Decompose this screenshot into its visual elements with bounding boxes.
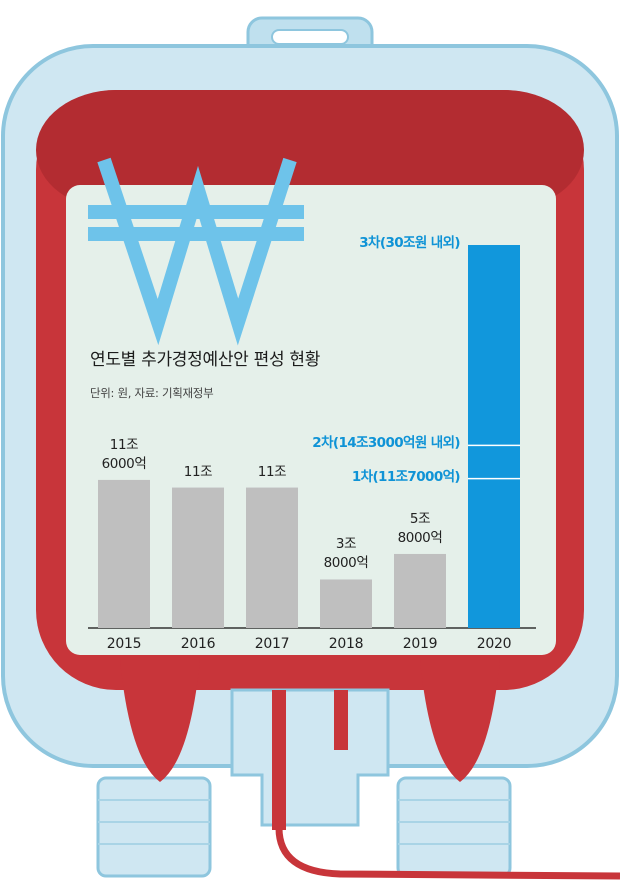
bar-2015 [98, 479, 150, 628]
data-label-2016: 11조 [153, 463, 243, 482]
data-label-line: 11조 [183, 463, 213, 480]
data-label-2019: 5조 8000억 [375, 510, 465, 548]
bag-port-left [96, 776, 212, 878]
tube-segment-b [334, 690, 348, 750]
x-tick-2016: 2016 [180, 636, 216, 652]
data-label-2018: 3조 8000억 [301, 535, 391, 573]
data-label-line: 8000억 [397, 529, 443, 546]
tube-segment-a [272, 690, 286, 830]
data-label-2017: 11조 [227, 463, 317, 482]
annotation-label: 1차(11조7000억) [351, 468, 461, 485]
x-tick-2018: 2018 [328, 636, 364, 652]
data-label-2015: 11조 6000억 [79, 436, 169, 474]
data-label-line: 11조 [109, 436, 139, 453]
bar-2019 [394, 553, 446, 628]
won-sign-icon [88, 157, 304, 346]
bar-2017 [246, 487, 298, 628]
x-tick-2020: 2020 [476, 636, 512, 652]
blood-drip-right [420, 660, 500, 782]
bars-group [98, 245, 520, 628]
annotation-label: 2차(14조3000억원 내외) [312, 435, 460, 452]
bar-2016 [172, 487, 224, 628]
bar-2018 [320, 579, 372, 628]
data-label-line: 6000억 [101, 455, 147, 472]
bag-hanger-slot [271, 29, 349, 45]
tube-outflow [275, 827, 620, 880]
annotation-label: 3차(30조원 내외) [359, 235, 460, 251]
data-label-line: 8000억 [323, 555, 369, 572]
chart-subtitle: 단위: 원, 자료: 기획재정부 [90, 386, 214, 400]
data-label-line: 11조 [257, 463, 287, 480]
bag-port-ridges [98, 799, 510, 845]
blood-fill-top [36, 90, 584, 210]
blood-drip-left [120, 660, 200, 782]
bag-port-right [396, 776, 512, 878]
x-tick-2019: 2019 [402, 636, 438, 652]
data-label-line: 5조 [409, 510, 431, 527]
annotation-lines [468, 444, 520, 480]
x-tick-2017: 2017 [254, 636, 290, 652]
bag-connector [230, 688, 390, 827]
x-tick-2015: 2015 [106, 636, 142, 652]
bar-2020 [468, 245, 520, 628]
chart-title: 연도별 추가경정예산안 편성 현황 [90, 350, 321, 370]
data-label-line: 3조 [335, 536, 357, 553]
